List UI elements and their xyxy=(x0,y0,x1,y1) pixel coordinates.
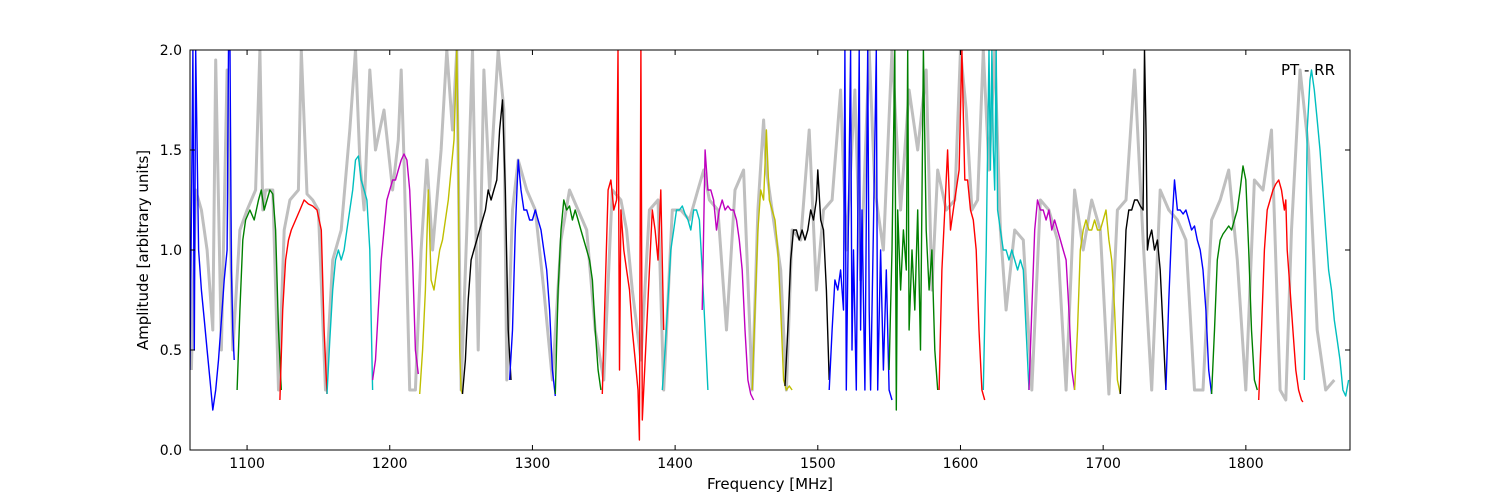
series-line-14 xyxy=(784,169,830,387)
series-line-4 xyxy=(326,155,374,395)
y-axis-label: Amplitude [arbitrary units] xyxy=(134,150,152,350)
x-tick-label: 1200 xyxy=(372,456,408,472)
background-series-line xyxy=(190,50,1336,402)
series-line-5 xyxy=(371,153,419,381)
series-line-8 xyxy=(508,159,556,397)
y-tick-label: 1.5 xyxy=(160,143,182,159)
x-tick-label: 1500 xyxy=(800,456,836,472)
y-tick-label: 2.0 xyxy=(160,43,182,59)
y-tick-label: 0.5 xyxy=(160,343,182,359)
x-tick-label: 1100 xyxy=(229,456,265,472)
series-line-24 xyxy=(1258,179,1304,403)
y-tick-label: 1.0 xyxy=(160,243,182,259)
series-layer xyxy=(190,50,1350,441)
series-line-16 xyxy=(888,50,939,411)
series-line-10 xyxy=(601,50,665,441)
x-tick-label: 1600 xyxy=(943,456,979,472)
series-line-15 xyxy=(828,50,893,401)
series-line-7 xyxy=(461,99,512,395)
series-line-12 xyxy=(701,149,755,401)
plot-frame xyxy=(189,49,1351,451)
x-tick-label: 1800 xyxy=(1228,456,1264,472)
series-line-1 xyxy=(190,50,235,411)
series-line-19 xyxy=(1028,199,1076,391)
x-tick-label: 1300 xyxy=(515,456,551,472)
series-line-21 xyxy=(1119,50,1167,395)
annotation-label: PT - RR xyxy=(1281,61,1335,79)
series-line-2 xyxy=(236,189,282,391)
series-line-22 xyxy=(1165,179,1213,395)
x-tick-label: 1400 xyxy=(657,456,693,472)
series-line-6 xyxy=(419,50,464,395)
ticks-layer: 1100 1200 1300 1400 1500 1600 1700 1800 0.0 0.5 1.… xyxy=(160,43,1350,472)
series-line-11 xyxy=(661,205,709,391)
y-tick-label: 0.0 xyxy=(160,443,182,459)
series-line-25 xyxy=(1303,69,1350,397)
series-line-20 xyxy=(1073,209,1121,395)
series-line-18 xyxy=(982,50,1030,391)
series-line-13 xyxy=(751,129,793,391)
series-line-3 xyxy=(279,199,328,401)
x-tick-label: 1700 xyxy=(1085,456,1121,472)
x-axis-label: Frequency [MHz] xyxy=(707,475,833,493)
series-line-9 xyxy=(554,199,602,395)
series-line-23 xyxy=(1210,165,1258,395)
series-line-17 xyxy=(938,50,986,401)
